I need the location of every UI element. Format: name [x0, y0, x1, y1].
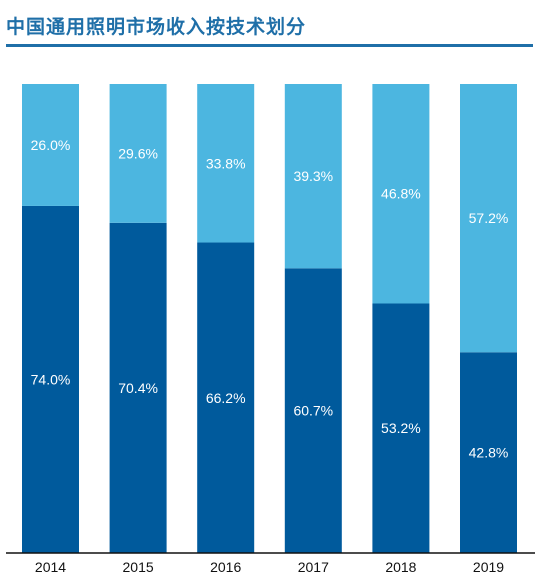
bar-segment-2017-top [284, 84, 342, 269]
data-label-2014-top: 26.0% [31, 137, 71, 153]
data-label-2016-bottom: 66.2% [206, 390, 246, 406]
data-label-2018-top: 46.8% [381, 186, 421, 202]
x-tick-labels-group: 2014 2015 2016 2017 2018 2019 [35, 559, 504, 575]
data-label-2016-top: 33.8% [206, 155, 246, 171]
bar-segment-2019-bottom [460, 352, 517, 553]
x-tick-label-2018: 2018 [385, 559, 416, 575]
bar-segment-2014-top [22, 84, 79, 206]
bar-segment-2016-bottom [197, 242, 255, 553]
data-label-2018-bottom: 53.2% [381, 420, 421, 436]
bar-segment-2018-top [372, 84, 430, 304]
data-label-2017-top: 39.3% [293, 168, 333, 184]
data-label-2014-bottom: 74.0% [31, 371, 71, 387]
bar-segment-2014-bottom [22, 205, 79, 553]
data-label-2017-bottom: 60.7% [293, 403, 333, 419]
bar-segment-2018-bottom [372, 303, 430, 553]
bar-segment-2015-bottom [109, 222, 167, 553]
x-tick-label-2014: 2014 [35, 559, 66, 575]
data-label-2019-top: 57.2% [469, 210, 509, 226]
x-tick-label-2016: 2016 [210, 559, 241, 575]
bar-segment-2019-top [460, 84, 517, 353]
title-underline [6, 44, 533, 47]
bars-group [22, 84, 517, 553]
data-label-2019-bottom: 42.8% [469, 445, 509, 461]
data-label-2015-bottom: 70.4% [118, 380, 158, 396]
bar-segment-2017-bottom [284, 268, 342, 553]
bar-segment-2015-top [109, 84, 167, 223]
x-tick-label-2015: 2015 [123, 559, 154, 575]
x-tick-label-2017: 2017 [298, 559, 329, 575]
x-tick-label-2019: 2019 [473, 559, 504, 575]
data-labels-group: 74.0% 26.0% 70.4% 29.6% 66.2% 33.8% 60.7% 39.3%… [31, 137, 509, 461]
bar-segment-2016-top [197, 84, 255, 243]
chart-title: 中国通用照明市场收入按技术划分 [6, 16, 307, 38]
data-label-2015-top: 29.6% [118, 145, 158, 161]
